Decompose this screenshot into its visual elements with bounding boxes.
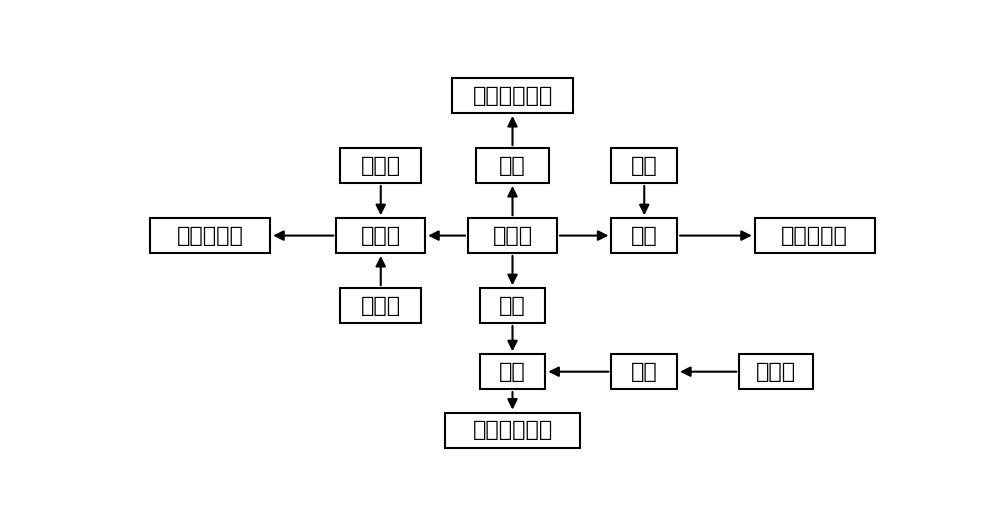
Text: 农用肥: 农用肥 [756, 362, 796, 382]
Text: 土壤调理剂: 土壤调理剂 [177, 226, 244, 245]
FancyBboxPatch shape [739, 354, 813, 389]
Text: 添加: 添加 [499, 362, 526, 382]
Text: 土壤改良剂: 土壤改良剂 [781, 226, 848, 245]
Text: 熔化: 熔化 [631, 362, 658, 382]
Text: 重结晶: 重结晶 [361, 226, 401, 245]
FancyBboxPatch shape [340, 288, 421, 323]
FancyBboxPatch shape [452, 78, 573, 113]
FancyBboxPatch shape [476, 148, 549, 183]
Text: 辅料: 辅料 [631, 156, 658, 176]
FancyBboxPatch shape [611, 218, 677, 253]
FancyBboxPatch shape [468, 218, 557, 253]
FancyBboxPatch shape [480, 354, 545, 389]
FancyBboxPatch shape [336, 218, 425, 253]
Text: 磷石膏: 磷石膏 [492, 226, 533, 245]
FancyBboxPatch shape [340, 148, 421, 183]
Text: 高温: 高温 [631, 226, 658, 245]
FancyBboxPatch shape [611, 354, 677, 389]
Text: 调节: 调节 [499, 156, 526, 176]
FancyBboxPatch shape [445, 413, 580, 447]
Text: 造粒: 造粒 [499, 295, 526, 316]
FancyBboxPatch shape [611, 148, 677, 183]
FancyBboxPatch shape [150, 218, 270, 253]
FancyBboxPatch shape [480, 288, 545, 323]
Text: 磷石膏农用肥: 磷石膏农用肥 [472, 420, 553, 440]
Text: 结晶剂: 结晶剂 [361, 295, 401, 316]
Text: 盐碱地改良剂: 盐碱地改良剂 [472, 85, 553, 106]
FancyBboxPatch shape [755, 218, 875, 253]
Text: 改性剂: 改性剂 [361, 156, 401, 176]
